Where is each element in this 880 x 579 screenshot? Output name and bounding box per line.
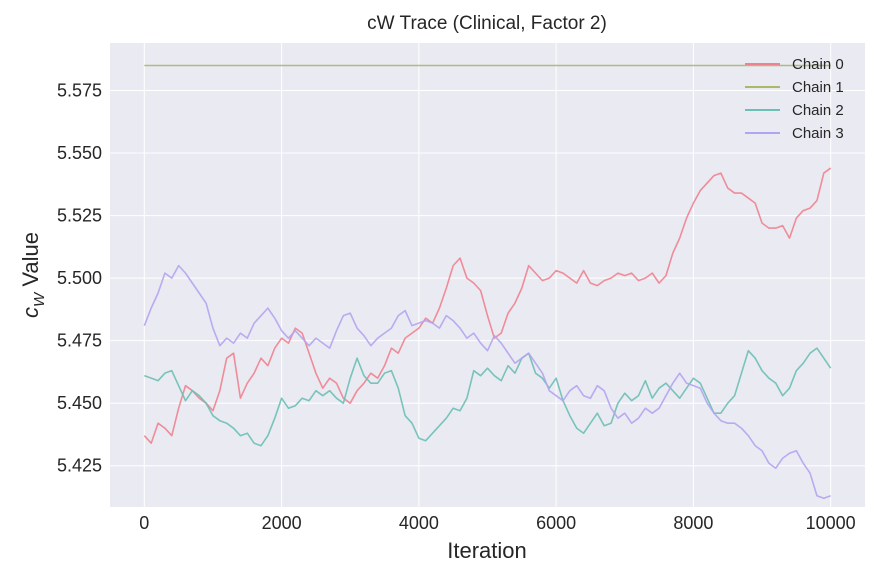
legend: Chain 0 Chain 1 Chain 2 Chain 3 (745, 56, 844, 142)
y-tick-labels: 5.425 5.450 5.475 5.500 5.525 5.550 5.575 (57, 81, 102, 476)
y-axis-label-sub: W (31, 291, 48, 307)
y-tick-label-5: 5.550 (57, 143, 102, 163)
y-tick-label-0: 5.425 (57, 456, 102, 476)
x-axis-label: Iteration (447, 538, 527, 563)
legend-label-chain-3: Chain 3 (792, 125, 844, 142)
y-tick-label-2: 5.475 (57, 331, 102, 351)
x-tick-labels: 0 2000 4000 6000 8000 10000 (139, 513, 855, 533)
legend-label-chain-0: Chain 0 (792, 56, 844, 73)
x-tick-label-3: 6000 (536, 513, 576, 533)
x-tick-label-1: 2000 (262, 513, 302, 533)
y-tick-label-6: 5.575 (57, 81, 102, 101)
series-group (143, 64, 832, 500)
chart-title: cW Trace (Clinical, Factor 2) (367, 13, 607, 34)
series-line-chain-3 (143, 264, 831, 500)
x-tick-label-5: 10000 (806, 513, 856, 533)
series-line-chain-2 (144, 347, 832, 447)
y-axis-label-rest: Value (18, 232, 43, 293)
grid (110, 43, 865, 507)
y-axis-label: cW Value (18, 232, 48, 318)
y-axis-label-main: c (18, 307, 43, 318)
plot-background (110, 43, 865, 507)
x-tick-label-4: 8000 (673, 513, 713, 533)
legend-label-chain-2: Chain 2 (792, 102, 844, 119)
x-tick-label-2: 4000 (399, 513, 439, 533)
y-tick-label-1: 5.450 (57, 393, 102, 413)
y-tick-label-3: 5.500 (57, 268, 102, 288)
series-line-chain-0 (143, 167, 832, 445)
legend-label-chain-1: Chain 1 (792, 79, 844, 96)
x-tick-label-0: 0 (139, 513, 149, 533)
y-tick-label-4: 5.525 (57, 206, 102, 226)
